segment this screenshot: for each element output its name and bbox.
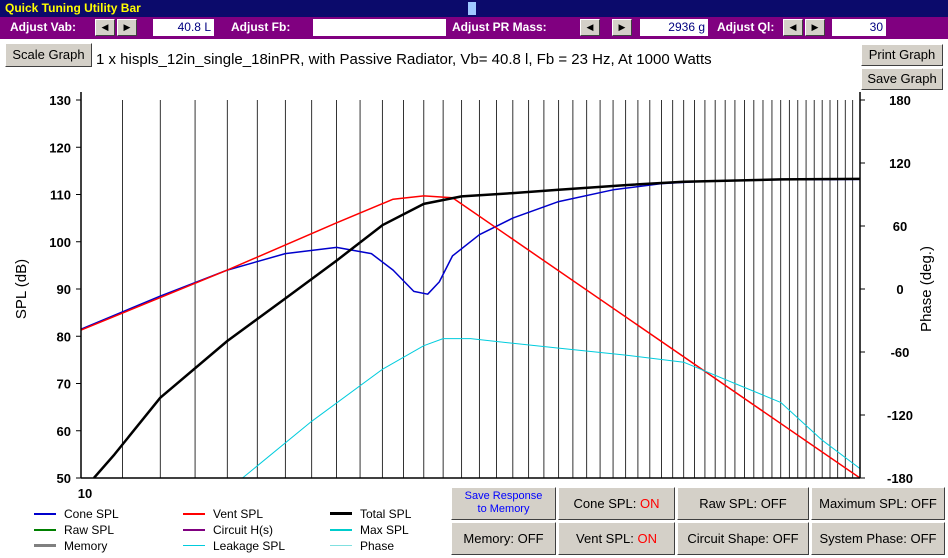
y2-tick-label: 0 (896, 282, 903, 297)
drag-grip[interactable] (468, 2, 476, 15)
chart-grid (122, 100, 854, 478)
legend-label: Vent SPL (213, 507, 264, 521)
prmass-increase-button[interactable]: ▶ (612, 19, 632, 36)
legend-swatch (34, 529, 56, 531)
y-tick-label: 60 (57, 424, 71, 439)
system-phase-toggle[interactable]: System Phase: OFF (811, 522, 945, 555)
legend-label: Phase (360, 539, 395, 553)
y2-tick-label: -60 (891, 345, 910, 360)
fb-value-field[interactable] (313, 19, 446, 36)
raw-spl-toggle[interactable]: Raw SPL: OFF (677, 487, 809, 520)
y-tick-label: 90 (57, 282, 71, 297)
save-graph-button[interactable]: Save Graph (861, 68, 943, 90)
ql-decrease-button[interactable]: ◀ (783, 19, 803, 36)
circuit-shape-toggle[interactable]: Circuit Shape: OFF (677, 522, 809, 555)
legend-label: Leakage SPL (213, 539, 286, 553)
y-tick-label: 80 (57, 329, 71, 344)
series-total-spl (92, 177, 860, 478)
legend-label: Circuit H(s) (213, 523, 273, 537)
y2-tick-label: -120 (887, 408, 913, 423)
y2-tick-label: -180 (887, 471, 913, 486)
save-response-line2: to Memory (477, 503, 530, 515)
vab-value-field[interactable]: 40.8 L (153, 19, 214, 36)
memory-toggle[interactable]: Memory: OFF (451, 522, 556, 555)
ql-label: Adjust Ql: (717, 20, 775, 34)
y-tick-label: 120 (49, 140, 71, 155)
chart-series (81, 177, 860, 478)
x-tick-label: 10 (78, 486, 92, 501)
series-cone-spl (81, 178, 860, 330)
cone-spl-label: Cone SPL: (573, 496, 640, 511)
y-tick-label: 130 (49, 93, 71, 108)
prmass-label: Adjust PR Mass: (452, 20, 547, 34)
legend-swatch (330, 529, 352, 531)
series-vent-spl (81, 195, 860, 478)
window-title: Quick Tuning Utility Bar (5, 1, 141, 15)
series-leakage-spl (242, 338, 860, 478)
save-response-to-memory-button[interactable]: Save Response to Memory (451, 487, 556, 520)
cone-spl-state: ON (640, 496, 660, 511)
vent-spl-toggle[interactable]: Vent SPL: ON (558, 522, 675, 555)
save-response-line1: Save Response (464, 490, 543, 502)
chart-axes: 50 60 70 80 90 100 110 120 130 -180 -120 -60 0 60 120 1… (13, 92, 935, 501)
legend-swatch (183, 545, 205, 546)
y2-axis-label: Phase (deg.) (918, 246, 935, 332)
quick-tuning-toolbar: Adjust Vab: ◀ ▶ 40.8 L Adjust Fb: Adjust… (0, 17, 948, 39)
y2-tick-label: 120 (889, 156, 911, 171)
y-axis-label: SPL (dB) (13, 259, 30, 319)
legend-swatch (183, 513, 205, 515)
vent-spl-state: ON (637, 531, 657, 546)
vab-increase-button[interactable]: ▶ (117, 19, 137, 36)
vab-label: Adjust Vab: (10, 20, 77, 34)
prmass-value-field[interactable]: 2936 g (640, 19, 708, 36)
vent-spl-label: Vent SPL: (576, 531, 638, 546)
print-graph-button[interactable]: Print Graph (861, 44, 943, 66)
y-tick-label: 100 (49, 235, 71, 250)
title-bar: Quick Tuning Utility Bar (0, 0, 948, 17)
y-tick-label: 110 (50, 188, 71, 203)
y2-tick-label: 60 (893, 219, 907, 234)
legend-swatch (34, 544, 56, 547)
legend-swatch (34, 513, 56, 515)
maximum-spl-toggle[interactable]: Maximum SPL: OFF (811, 487, 945, 520)
prmass-decrease-button[interactable]: ◀ (580, 19, 600, 36)
legend-label: Memory (64, 539, 108, 553)
scale-graph-button[interactable]: Scale Graph (5, 43, 92, 67)
cone-spl-toggle[interactable]: Cone SPL: ON (558, 487, 675, 520)
fb-label: Adjust Fb: (231, 20, 291, 34)
y2-tick-label: 180 (889, 93, 911, 108)
ql-increase-button[interactable]: ▶ (805, 19, 825, 36)
ql-value-field[interactable]: 30 (832, 19, 886, 36)
legend-label: Cone SPL (64, 507, 119, 521)
legend-label: Raw SPL (64, 523, 115, 537)
y-tick-label: 70 (57, 377, 71, 392)
vab-decrease-button[interactable]: ◀ (95, 19, 115, 36)
legend-swatch (183, 529, 205, 531)
legend-label: Max SPL (360, 523, 409, 537)
legend-swatch (330, 512, 352, 515)
legend-label: Total SPL (360, 507, 412, 521)
legend-swatch (330, 545, 352, 546)
chart-title: 1 x hispls_12in_single_18inPR, with Pass… (96, 51, 712, 68)
y-tick-label: 50 (57, 471, 71, 486)
